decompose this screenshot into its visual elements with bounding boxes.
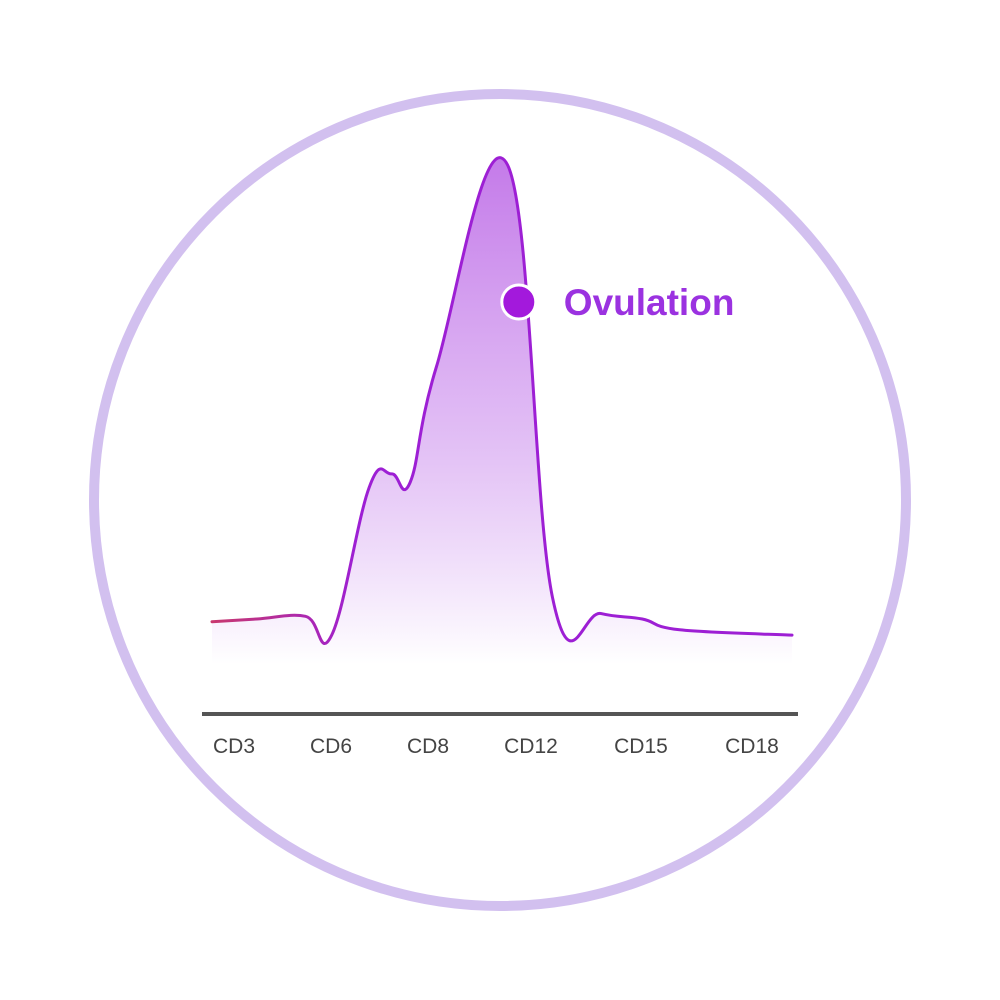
series-area [212, 157, 792, 665]
x-tick-label: CD8 [407, 735, 449, 758]
ovulation-marker [500, 283, 538, 321]
x-tick-label: CD6 [310, 735, 352, 758]
x-tick-label: CD3 [213, 735, 255, 758]
x-tick-label: CD18 [725, 735, 779, 758]
series-line [210, 156, 794, 645]
x-tick-label: CD12 [504, 735, 558, 758]
ovulation-label: Ovulation [564, 282, 735, 323]
x-axis-ticks: CD3 CD6 CD8 CD12 CD15 CD18 [213, 735, 779, 758]
x-tick-label: CD15 [614, 735, 668, 758]
outer-ring [89, 89, 911, 911]
